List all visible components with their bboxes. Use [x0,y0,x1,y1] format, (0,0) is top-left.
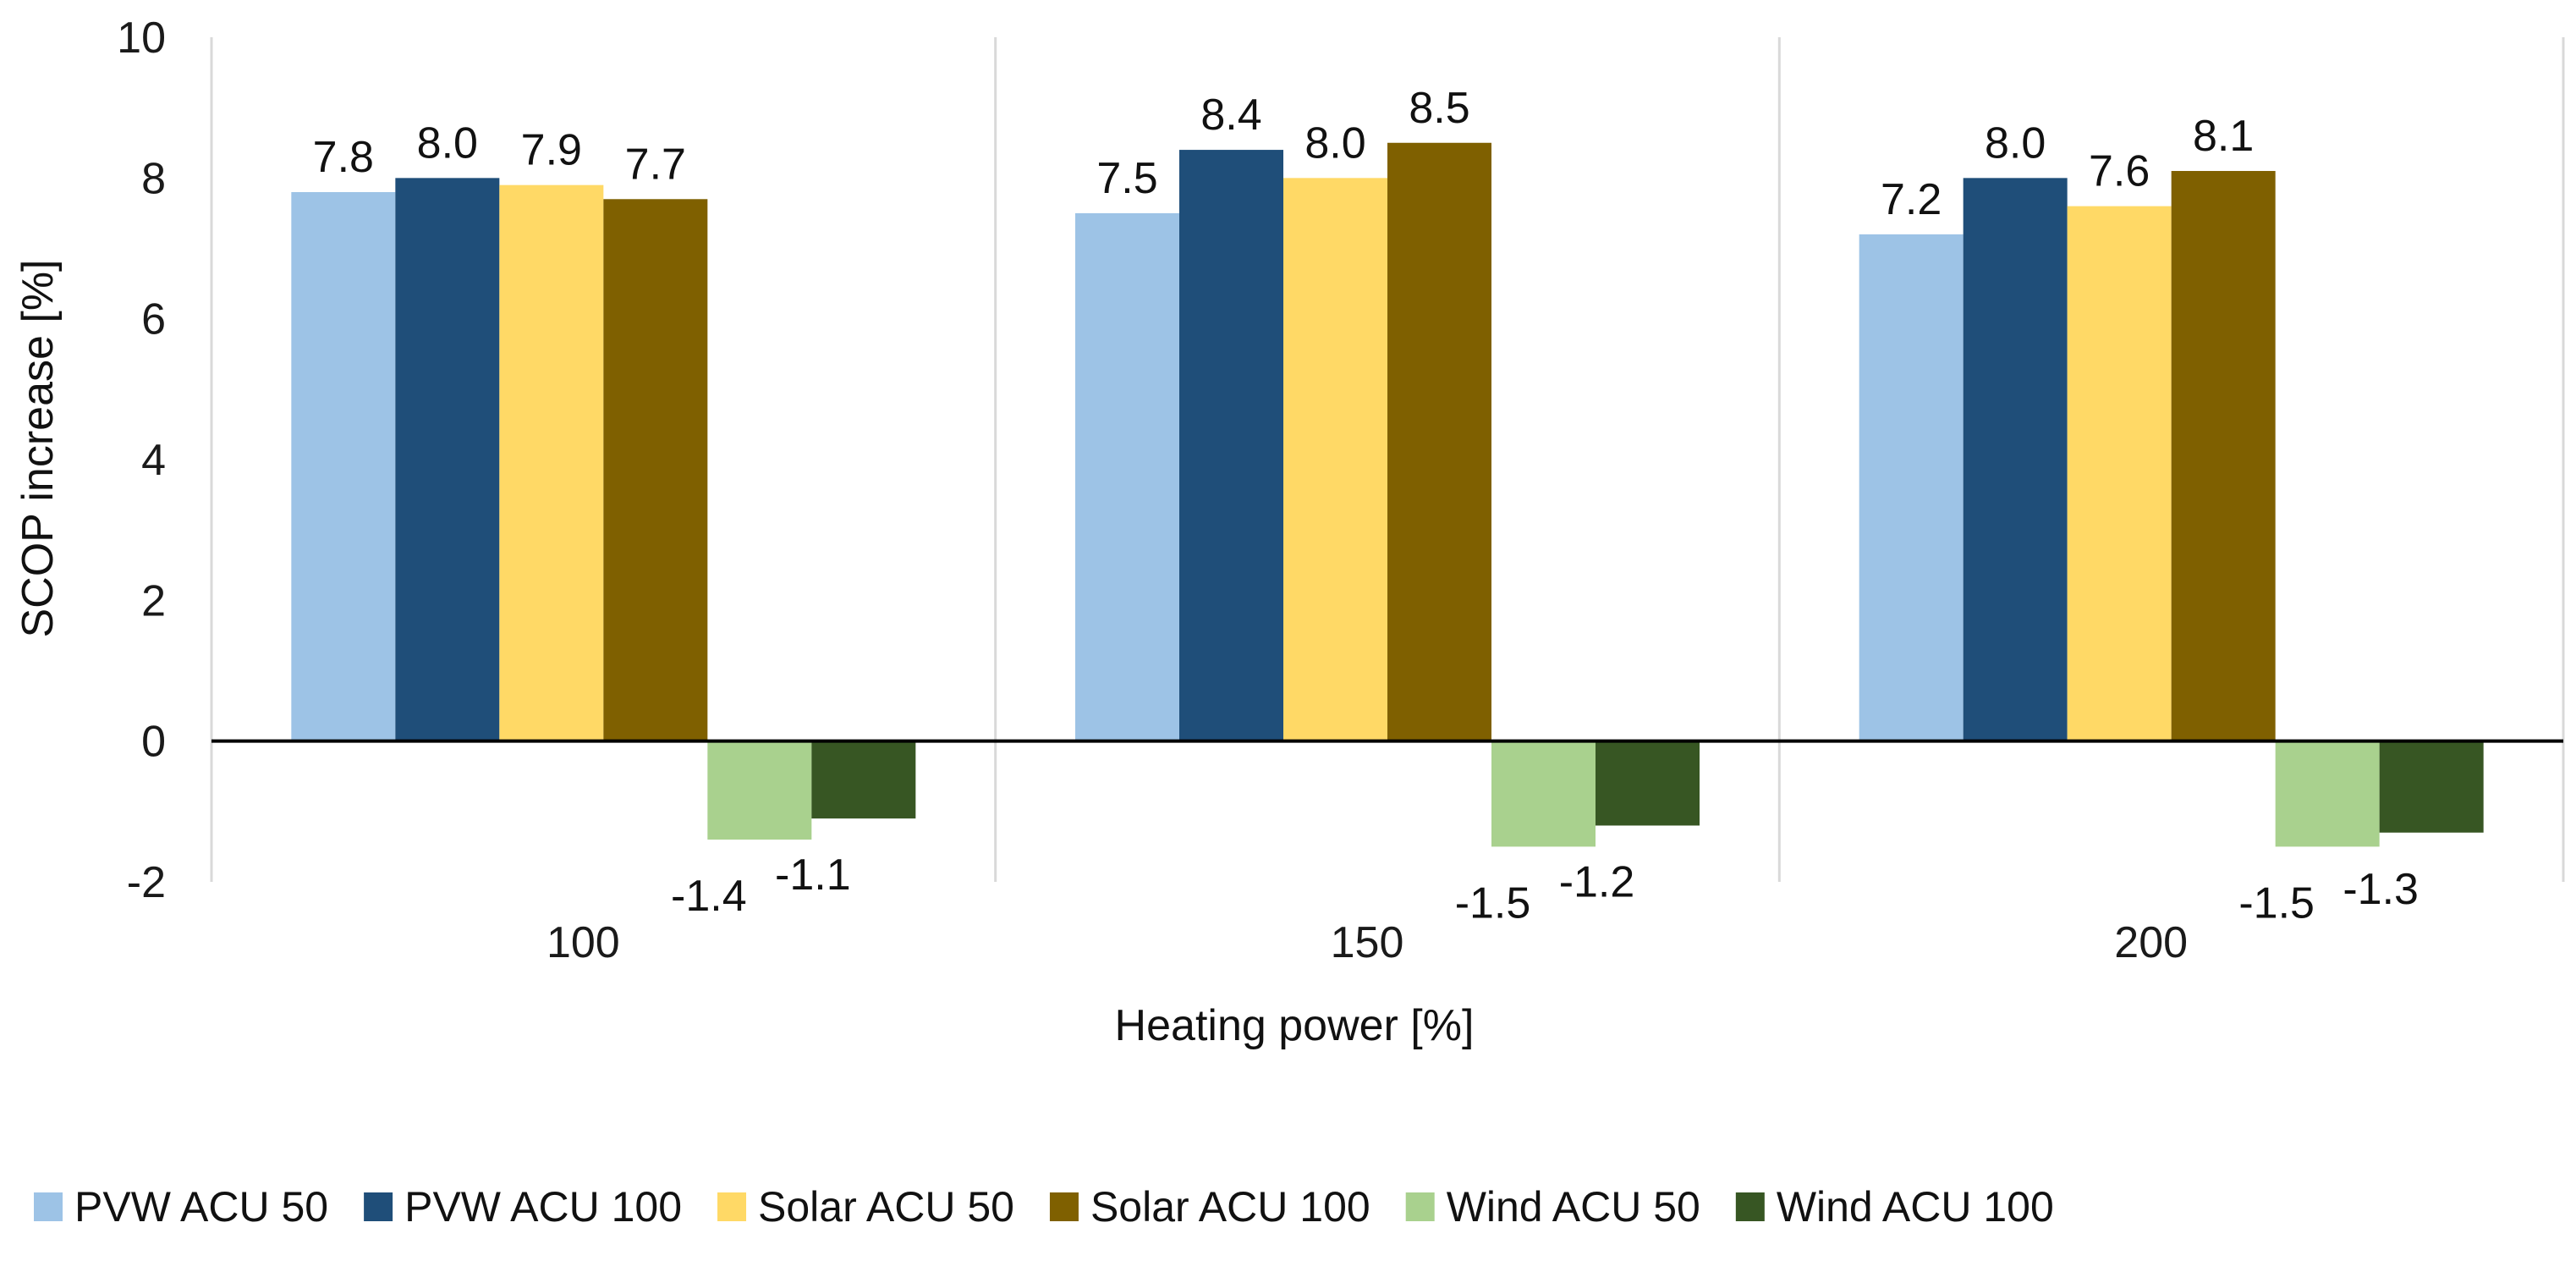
x-tick-label: 100 [547,918,620,967]
data-label: 7.8 [313,133,374,182]
x-tick-label: 150 [1331,918,1404,967]
bar-solar-acu-100-150 [1387,142,1491,741]
data-label: 7.6 [2089,147,2150,196]
bars [291,142,2484,847]
legend-swatch [34,1192,63,1221]
bar-pvw-acu-100-150 [1179,150,1283,741]
data-label: 7.7 [625,140,686,189]
data-label: 8.0 [417,118,478,168]
bar-pvw-acu-50-200 [1859,234,1964,741]
data-label: -1.2 [1559,857,1635,906]
y-axis-title: SCOP increase [%] [14,259,63,637]
legend-label: PVW ACU 50 [74,1183,328,1231]
data-label: -1.4 [671,872,747,921]
y-tick-label: 4 [141,436,166,485]
bar-pvw-acu-100-200 [1963,178,2068,741]
data-label: 8.1 [2193,112,2254,161]
y-tick-label: -2 [127,858,166,907]
data-label: -1.1 [775,851,851,900]
bar-pvw-acu-50-100 [291,191,396,741]
bar-pvw-acu-50-150 [1075,212,1179,741]
y-tick-label: 2 [141,576,166,625]
data-label: -1.3 [2343,865,2419,914]
legend-swatch [1405,1192,1435,1221]
data-label: 8.5 [1409,84,1469,133]
data-label: 7.5 [1096,154,1157,203]
y-tick-label: 6 [141,295,166,344]
x-tick-label: 200 [2114,918,2188,967]
data-label: 8.0 [1985,118,2046,168]
bar-solar-acu-50-150 [1283,178,1387,741]
bar-wind-acu-100-100 [811,741,916,819]
data-labels: 7.8 7.5 7.2 8.0 8.4 8.0 7.9 8.0 7.6 7.7 8.5 8.1 -1.4… [313,84,2419,928]
legend-swatch [364,1192,393,1221]
legend-swatch [717,1192,747,1221]
data-label: -1.5 [1455,878,1531,928]
bar-wind-acu-50-200 [2275,741,2380,847]
x-tick-labels: 100 150 200 [547,918,2188,967]
data-label: -1.5 [2238,878,2315,928]
legend-label: Solar ACU 100 [1090,1183,1370,1231]
data-label: 7.2 [1881,175,1942,224]
bar-wind-acu-100-200 [2379,741,2484,833]
data-label: 8.0 [1304,118,1365,168]
legend-label: Wind ACU 100 [1777,1183,2054,1231]
legend-label: Solar ACU 50 [758,1183,1014,1231]
bar-solar-acu-100-200 [2171,171,2276,741]
y-tick-label: 8 [141,154,166,203]
bar-wind-acu-100-150 [1596,741,1700,826]
bar-pvw-acu-100-100 [395,178,500,741]
bar-wind-acu-50-100 [707,741,812,840]
bar-solar-acu-50-100 [499,184,604,741]
y-tick-labels: -2 0 2 4 6 8 10 [117,14,166,907]
bar-solar-acu-50-200 [2067,206,2172,741]
y-tick-label: 10 [117,14,166,63]
legend: PVW ACU 50 PVW ACU 100 Solar ACU 50 Solar A… [34,1183,2054,1231]
legend-swatch [1049,1192,1079,1221]
legend-label: PVW ACU 100 [404,1183,682,1231]
legend-swatch [1735,1192,1765,1221]
legend-label: Wind ACU 50 [1447,1183,1700,1231]
bar-solar-acu-100-100 [603,199,708,741]
data-label: 8.4 [1200,91,1261,140]
y-tick-label: 0 [141,718,166,767]
data-label: 7.9 [521,126,582,175]
bar-wind-acu-50-150 [1491,741,1596,847]
x-axis-title: Heating power [%] [1115,1001,1475,1050]
